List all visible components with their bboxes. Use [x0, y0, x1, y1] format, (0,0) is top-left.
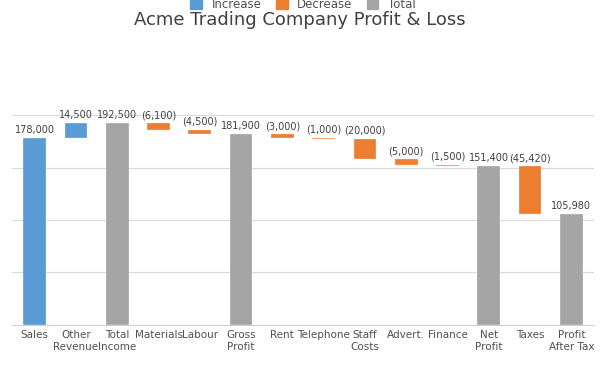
Bar	[147, 123, 170, 129]
Legend: Increase, Decrease, Total: Increase, Decrease, Total	[190, 0, 416, 11]
Bar	[312, 138, 335, 139]
Text: (1,500): (1,500)	[430, 152, 465, 162]
Bar	[478, 166, 500, 325]
Text: (1,000): (1,000)	[306, 125, 341, 134]
Bar	[230, 134, 253, 325]
Bar	[395, 159, 418, 165]
Text: 181,900: 181,900	[221, 121, 261, 131]
Text: (20,000): (20,000)	[344, 125, 386, 135]
Text: 151,400: 151,400	[469, 153, 509, 163]
Text: (3,000): (3,000)	[265, 121, 300, 131]
Bar	[65, 123, 88, 138]
Bar	[436, 165, 459, 166]
Bar	[106, 123, 128, 325]
Bar	[23, 138, 46, 325]
Bar	[518, 166, 541, 214]
Text: 192,500: 192,500	[97, 110, 137, 120]
Text: 105,980: 105,980	[551, 201, 591, 210]
Text: 178,000: 178,000	[15, 125, 55, 135]
Text: 14,500: 14,500	[59, 110, 93, 120]
Text: (5,000): (5,000)	[389, 146, 424, 156]
Bar	[560, 214, 583, 325]
Text: Acme Trading Company Profit & Loss: Acme Trading Company Profit & Loss	[134, 11, 466, 29]
Bar	[271, 134, 294, 138]
Text: (4,500): (4,500)	[182, 117, 217, 126]
Bar	[188, 129, 211, 134]
Text: (45,420): (45,420)	[509, 153, 551, 163]
Bar	[353, 139, 376, 159]
Text: (6,100): (6,100)	[141, 110, 176, 120]
